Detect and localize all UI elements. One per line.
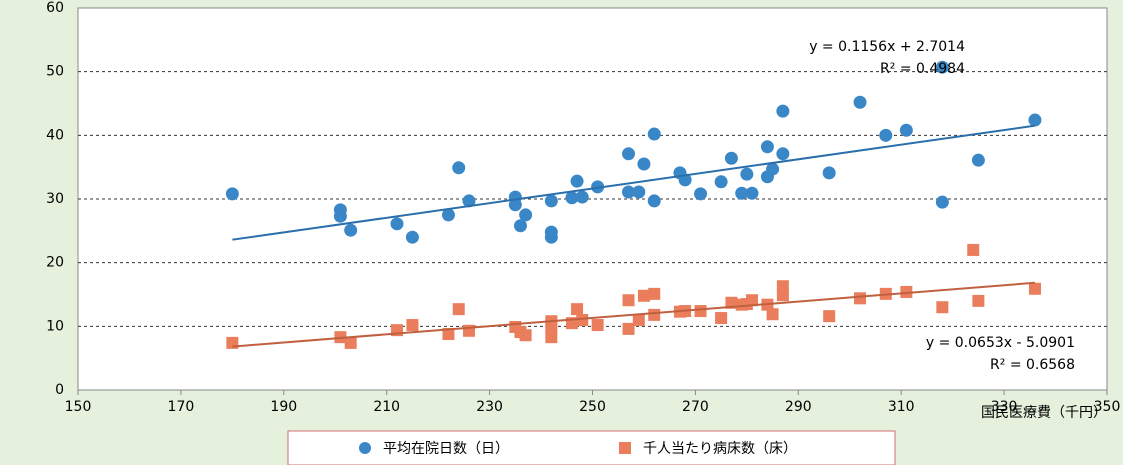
point bbox=[637, 289, 650, 302]
point bbox=[1028, 282, 1041, 295]
point bbox=[405, 230, 419, 244]
point bbox=[1028, 113, 1042, 127]
legend-label: 平均在院日数（日） bbox=[383, 441, 509, 457]
trend-equation: R² = 0.4984 bbox=[880, 61, 965, 77]
point bbox=[648, 287, 661, 300]
point bbox=[694, 305, 707, 318]
point bbox=[745, 186, 759, 200]
x-tick-label: 250 bbox=[579, 399, 606, 415]
point bbox=[576, 313, 589, 326]
point bbox=[406, 319, 419, 332]
point bbox=[972, 294, 985, 307]
trend-line bbox=[232, 124, 1036, 241]
point bbox=[776, 104, 790, 118]
point bbox=[714, 175, 728, 189]
point bbox=[900, 285, 913, 298]
point bbox=[333, 209, 347, 223]
point bbox=[390, 217, 404, 231]
point bbox=[632, 313, 645, 326]
point bbox=[452, 303, 465, 316]
point bbox=[565, 191, 579, 205]
point bbox=[766, 308, 779, 321]
x-tick-label: 210 bbox=[373, 399, 400, 415]
x-tick-label: 230 bbox=[476, 399, 503, 415]
point bbox=[724, 151, 738, 165]
legend-marker bbox=[359, 442, 371, 454]
point bbox=[745, 294, 758, 307]
point bbox=[879, 128, 893, 142]
point bbox=[647, 194, 661, 208]
x-tick-label: 310 bbox=[888, 399, 915, 415]
point bbox=[776, 289, 789, 302]
point bbox=[822, 166, 836, 180]
y-tick-label: 50 bbox=[46, 64, 64, 80]
point bbox=[519, 208, 533, 222]
point bbox=[715, 312, 728, 325]
point bbox=[935, 195, 949, 209]
x-tick-label: 290 bbox=[785, 399, 812, 415]
point bbox=[637, 157, 651, 171]
y-tick-label: 60 bbox=[46, 0, 64, 16]
point bbox=[899, 123, 913, 137]
point bbox=[766, 162, 780, 176]
point bbox=[632, 185, 646, 199]
x-tick-label: 170 bbox=[168, 399, 195, 415]
point bbox=[694, 187, 708, 201]
point bbox=[823, 310, 836, 323]
point bbox=[648, 308, 661, 321]
y-tick-label: 40 bbox=[46, 127, 64, 143]
y-tick-label: 20 bbox=[46, 255, 64, 271]
point bbox=[508, 198, 522, 212]
x-tick-label: 190 bbox=[270, 399, 297, 415]
x-tick-label: 350 bbox=[1094, 399, 1121, 415]
point bbox=[622, 294, 635, 307]
point bbox=[575, 190, 589, 204]
x-axis-label: 国民医療費（千円） bbox=[981, 404, 1107, 421]
point bbox=[462, 194, 476, 208]
legend-label: 千人当たり病床数（床） bbox=[643, 441, 797, 457]
legend-marker bbox=[619, 442, 631, 454]
point bbox=[442, 327, 455, 340]
trend-line bbox=[232, 281, 1036, 348]
point bbox=[544, 194, 558, 208]
y-tick-label: 30 bbox=[46, 191, 64, 207]
y-tick-label: 0 bbox=[55, 382, 64, 398]
point bbox=[853, 95, 867, 109]
x-tick-label: 330 bbox=[991, 399, 1018, 415]
point bbox=[622, 185, 636, 199]
point bbox=[344, 336, 357, 349]
point bbox=[591, 319, 604, 332]
point bbox=[760, 140, 774, 154]
point bbox=[854, 292, 867, 305]
point bbox=[344, 223, 358, 237]
point bbox=[570, 174, 584, 188]
y-tick-label: 10 bbox=[46, 318, 64, 334]
trend-equation: y = 0.0653x - 5.0901 bbox=[926, 335, 1075, 351]
x-tick-label: 150 bbox=[65, 399, 92, 415]
point bbox=[225, 187, 239, 201]
point bbox=[936, 301, 949, 314]
point bbox=[935, 60, 949, 74]
point bbox=[622, 147, 636, 161]
point bbox=[545, 322, 558, 335]
point bbox=[971, 153, 985, 167]
point bbox=[544, 230, 558, 244]
point bbox=[513, 219, 527, 233]
legend bbox=[287, 430, 896, 465]
point bbox=[571, 303, 584, 316]
trend-equation: y = 0.1156x + 2.7014 bbox=[809, 39, 965, 55]
point bbox=[622, 322, 635, 335]
trend-equation: R² = 0.6568 bbox=[990, 357, 1075, 373]
point bbox=[441, 208, 455, 222]
point bbox=[647, 127, 661, 141]
point bbox=[452, 161, 466, 175]
point bbox=[519, 329, 532, 342]
point bbox=[735, 186, 749, 200]
point bbox=[967, 243, 980, 256]
x-tick-label: 270 bbox=[682, 399, 709, 415]
point bbox=[776, 147, 790, 161]
point bbox=[740, 167, 754, 181]
